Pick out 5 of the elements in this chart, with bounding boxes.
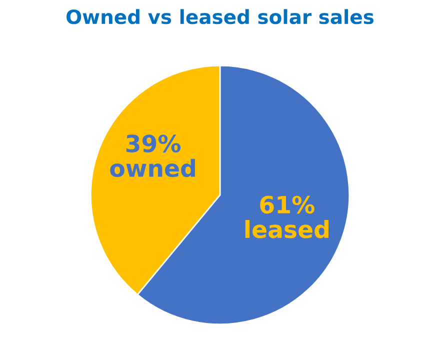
data-label: 39% [126,134,181,152]
chart-title: Owned vs leased solar sales [66,9,374,24]
data-label: 61% [260,196,314,214]
slice-label: leased [245,220,328,238]
slice-label: owned [110,158,195,178]
